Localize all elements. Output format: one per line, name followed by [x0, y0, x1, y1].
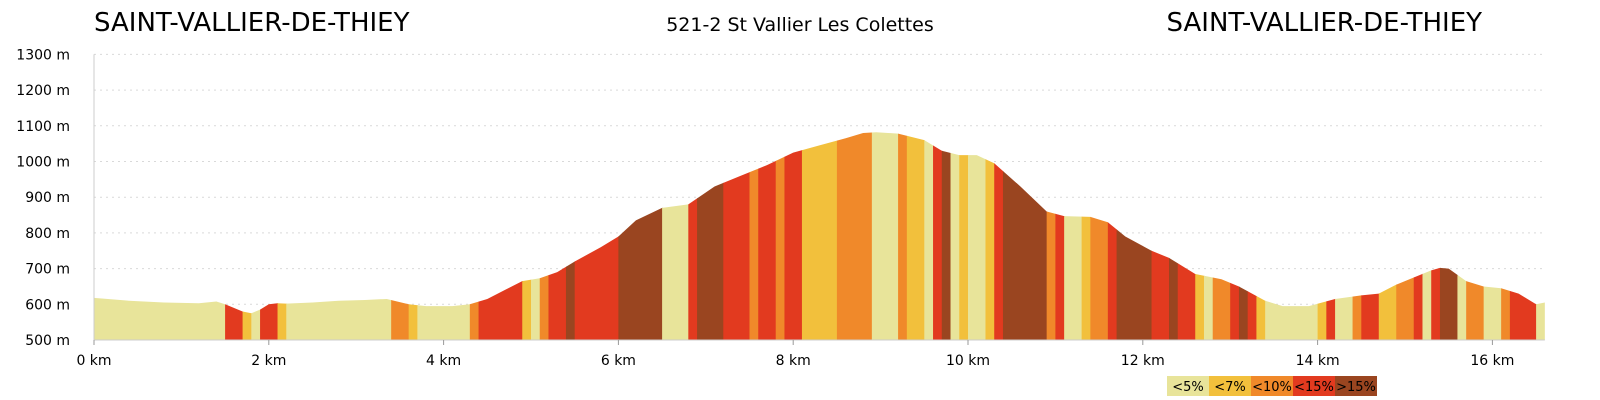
- grade-band-lt15: [933, 132, 943, 340]
- x-tick: 14 km: [1296, 353, 1340, 369]
- start-location-title: SAINT-VALLIER-DE-THIEY: [94, 8, 410, 38]
- grade-band-lt5: [871, 132, 899, 340]
- y-tick-label: 500 m: [25, 333, 70, 349]
- y-tick-label: 1300 m: [16, 47, 70, 63]
- grade-band-lt10: [1090, 132, 1109, 340]
- y-tick-label: 1000 m: [16, 155, 70, 171]
- grade-band-lt5: [251, 132, 261, 340]
- grade-band-lt15: [994, 132, 1004, 340]
- legend-swatch-gt15: [1335, 376, 1377, 396]
- x-tick: 6 km: [601, 353, 636, 369]
- grade-band-lt15: [1151, 132, 1170, 340]
- y-tick-label: 800 m: [25, 226, 70, 242]
- grade-band-lt10: [836, 132, 873, 340]
- legend-label-gt15: >15%: [1336, 380, 1376, 395]
- y-tick: 1000 m: [16, 155, 70, 171]
- grade-band-gt15: [1169, 132, 1179, 340]
- grade-band-lt15: [1107, 132, 1118, 340]
- y-tick: 1300 m: [16, 47, 70, 63]
- legend-swatch-lt5: [1167, 376, 1209, 396]
- grade-band-lt7: [1378, 132, 1397, 340]
- grade-band-gt15: [1002, 132, 1048, 340]
- grade-band-lt7: [277, 132, 287, 340]
- x-tick-labels: 0 km 2 km 4 km 6 km 8 km 10 km 12 km 14 km 16 km: [76, 340, 1514, 369]
- x-tick: 8 km: [776, 353, 811, 369]
- legend-label-lt5: <5%: [1172, 380, 1204, 395]
- x-tick: 0 km: [76, 353, 111, 369]
- x-tick-label: 6 km: [601, 353, 636, 369]
- x-tick-label: 10 km: [946, 353, 990, 369]
- y-tick: 500 m: [25, 333, 70, 349]
- legend-swatch-lt15: [1293, 376, 1335, 396]
- x-tick-label: 0 km: [76, 353, 111, 369]
- grade-band-lt15: [723, 132, 751, 340]
- x-tick: 12 km: [1121, 353, 1165, 369]
- x-tick-label: 2 km: [251, 353, 286, 369]
- y-tick-label: 700 m: [25, 262, 70, 278]
- legend-label-lt15: <15%: [1294, 380, 1334, 395]
- grade-band-lt7: [801, 132, 838, 340]
- grade-band-lt10: [775, 132, 786, 340]
- y-tick: 700 m: [25, 262, 70, 278]
- grade-band-gt15: [941, 132, 952, 340]
- x-tick: 4 km: [426, 353, 461, 369]
- grade-band-lt7: [959, 132, 969, 340]
- y-tick-label: 1100 m: [16, 119, 70, 135]
- grade-band-lt15: [758, 132, 777, 340]
- x-tick-label: 4 km: [426, 353, 461, 369]
- grade-band-lt5: [968, 132, 987, 340]
- grade-band-lt7: [985, 132, 995, 340]
- y-tick-label: 600 m: [25, 297, 70, 313]
- route-title: 521-2 St Vallier Les Colettes: [666, 14, 934, 36]
- grade-band-lt15: [688, 132, 698, 340]
- grade-band-lt5: [662, 132, 689, 340]
- grade-band-lt10: [898, 132, 908, 340]
- x-tick: 2 km: [251, 353, 286, 369]
- grade-band-lt7: [906, 132, 925, 340]
- grade-band-lt10: [1046, 132, 1056, 340]
- grade-band-lt10: [1396, 132, 1415, 340]
- y-tick-labels: 500 m 600 m 700 m 800 m 900 m 1000 m 1100 m 120…: [16, 47, 70, 349]
- y-tick: 900 m: [25, 190, 70, 206]
- x-tick-label: 12 km: [1121, 353, 1165, 369]
- x-tick-label: 16 km: [1470, 353, 1514, 369]
- grade-band-lt5: [924, 132, 934, 340]
- y-tick-label: 1200 m: [16, 83, 70, 99]
- grade-band-gt15: [697, 132, 724, 340]
- grade-band-gt15: [1439, 132, 1459, 340]
- y-tick: 1100 m: [16, 119, 70, 135]
- grade-band-lt15: [1361, 132, 1380, 340]
- grade-band-lt5: [1265, 132, 1319, 340]
- grade-band-lt10: [469, 132, 480, 340]
- x-tick-label: 8 km: [776, 353, 811, 369]
- grade-legend: <5% <7% <10% <15% >15%: [1167, 376, 1377, 396]
- y-tick: 600 m: [25, 297, 70, 313]
- x-tick: 16 km: [1470, 353, 1514, 369]
- grade-band-lt5: [950, 132, 960, 340]
- legend-swatch-lt7: [1209, 376, 1251, 396]
- grade-band-lt5: [286, 132, 392, 340]
- x-tick: 10 km: [946, 353, 990, 369]
- grade-band-gt15: [565, 132, 576, 340]
- grade-band-lt15: [784, 132, 803, 340]
- grade-band-lt7: [1081, 132, 1091, 340]
- legend-label-lt7: <7%: [1214, 380, 1246, 395]
- x-tick-label: 14 km: [1296, 353, 1340, 369]
- end-location-title: SAINT-VALLIER-DE-THIEY: [1166, 8, 1482, 38]
- axes: [93, 54, 1545, 341]
- y-tick-label: 900 m: [25, 190, 70, 206]
- legend-swatch-lt10: [1251, 376, 1293, 396]
- y-tick: 1200 m: [16, 83, 70, 99]
- y-tick: 800 m: [25, 226, 70, 242]
- grade-band-lt10: [749, 132, 759, 340]
- grade-band-lt15: [1055, 132, 1065, 340]
- legend-label-lt10: <10%: [1252, 380, 1292, 395]
